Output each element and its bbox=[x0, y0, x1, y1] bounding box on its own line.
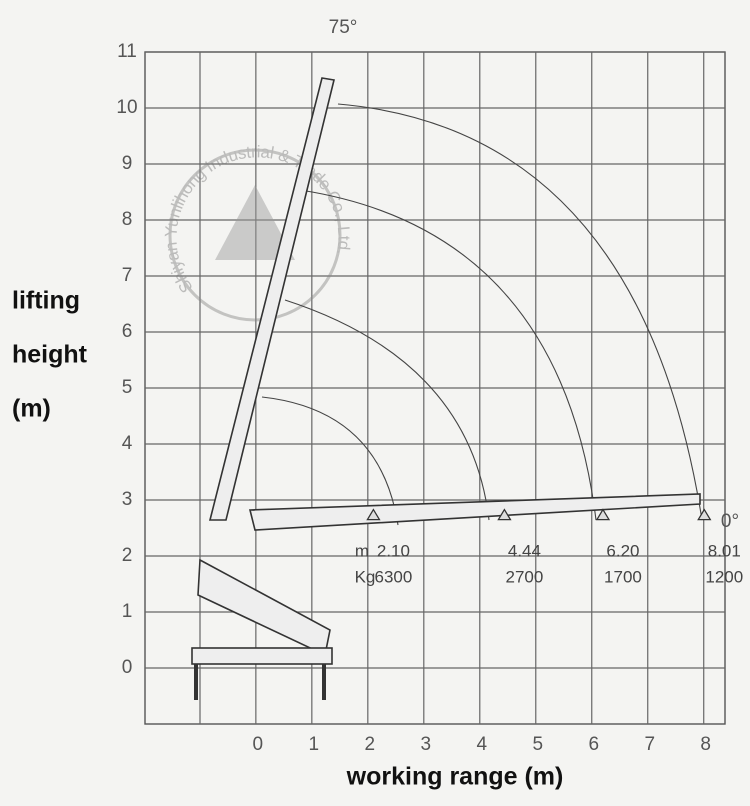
range-unit: m bbox=[355, 541, 369, 560]
y-tick-label: 1 bbox=[122, 601, 133, 622]
radius-arcs bbox=[261, 103, 703, 526]
load-label: 2700 bbox=[506, 567, 544, 586]
y-tick-label: 4 bbox=[122, 433, 133, 454]
y-tick-label: 3 bbox=[122, 489, 133, 510]
x-tick-label: 8 bbox=[700, 734, 711, 755]
arc bbox=[261, 396, 399, 526]
x-axis-label: working range (m) bbox=[346, 763, 564, 791]
x-tick-label: 2 bbox=[365, 734, 376, 755]
arc bbox=[284, 299, 490, 521]
y-tick-label: 9 bbox=[122, 153, 133, 174]
x-tick-label: 4 bbox=[476, 734, 487, 755]
crane bbox=[191, 77, 701, 700]
range-label: 4.44 bbox=[508, 541, 541, 560]
range-label: 8.01 bbox=[708, 541, 741, 560]
load-unit: Kg bbox=[355, 567, 376, 586]
x-tick-label: 5 bbox=[532, 734, 543, 755]
y-tick-label: 10 bbox=[116, 97, 137, 118]
x-tick-label: 6 bbox=[588, 734, 599, 755]
arc bbox=[299, 189, 597, 521]
angle-label: 75° bbox=[329, 17, 358, 38]
watermark-ring bbox=[168, 148, 342, 322]
x-tick-label: 3 bbox=[421, 734, 432, 755]
y-tick-label: 7 bbox=[122, 265, 133, 286]
x-tick-label: 7 bbox=[644, 734, 655, 755]
load-label: 1200 bbox=[705, 567, 743, 586]
watermark-logo bbox=[215, 185, 295, 260]
hook-point bbox=[697, 508, 712, 521]
x-tick-label: 1 bbox=[309, 734, 320, 755]
load-label: 6300 bbox=[375, 567, 413, 586]
y-axis-label: lifting bbox=[12, 287, 80, 315]
boom-horizontal bbox=[248, 493, 701, 531]
y-axis-label: height bbox=[12, 341, 88, 369]
hook-point bbox=[497, 508, 512, 521]
range-label: 6.20 bbox=[606, 541, 639, 560]
y-tick-label: 8 bbox=[122, 209, 133, 230]
y-tick-label: 5 bbox=[122, 377, 133, 398]
x-tick-label: 0 bbox=[253, 734, 264, 755]
load-label: 1700 bbox=[604, 567, 642, 586]
y-axis-label: (m) bbox=[12, 395, 51, 423]
chassis bbox=[191, 647, 333, 665]
range-label: 2.10 bbox=[377, 541, 410, 560]
y-tick-label: 6 bbox=[122, 321, 133, 342]
y-tick-label: 11 bbox=[117, 41, 137, 62]
arc bbox=[337, 103, 703, 521]
hook-point bbox=[366, 508, 381, 521]
y-tick-label: 2 bbox=[122, 545, 133, 566]
angle-label: 0° bbox=[721, 511, 739, 532]
y-tick-label: 0 bbox=[122, 657, 133, 678]
hook-point bbox=[595, 508, 611, 521]
boom-vertical bbox=[208, 77, 335, 521]
